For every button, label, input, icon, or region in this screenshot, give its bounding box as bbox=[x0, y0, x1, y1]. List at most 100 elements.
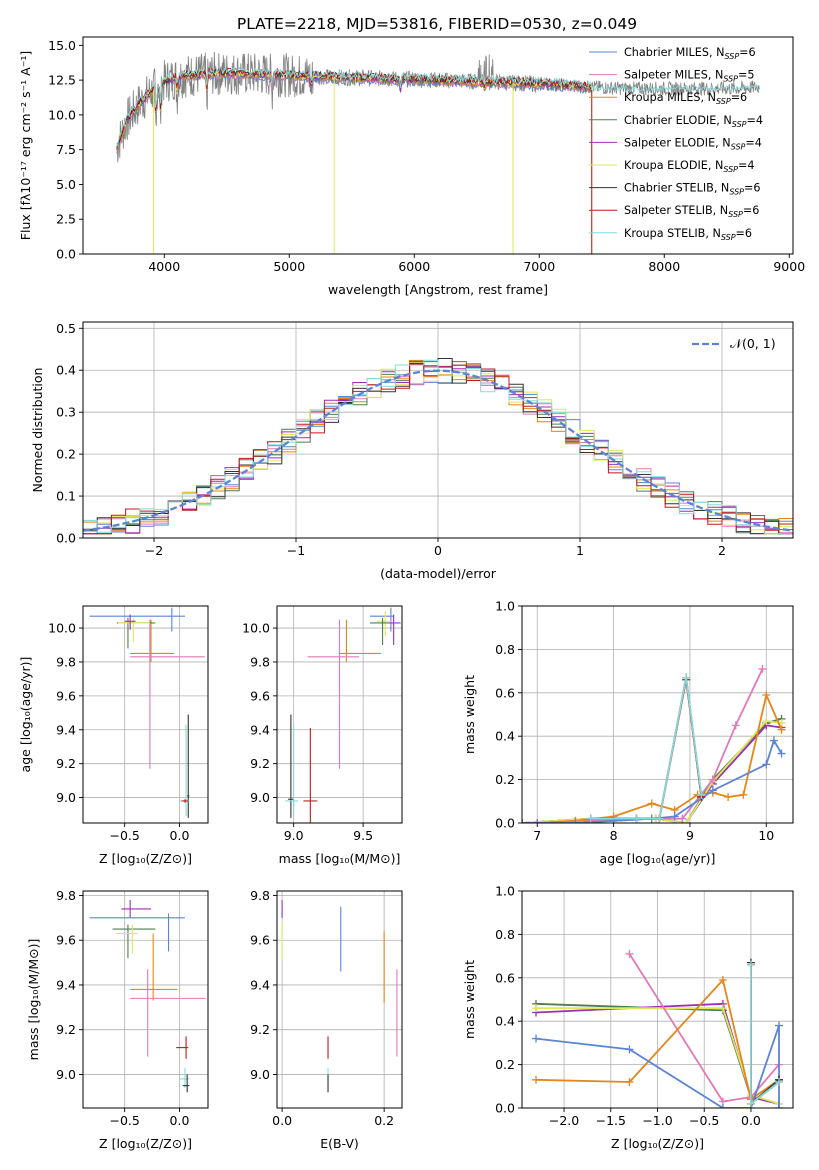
marker-salpeter_miles bbox=[625, 949, 634, 958]
marker-chabrier_miles bbox=[533, 819, 542, 823]
series-kroupa_miles bbox=[522, 690, 786, 823]
y-tick-label: 9.4 bbox=[250, 722, 270, 737]
y-tick-label: 9.4 bbox=[56, 722, 76, 737]
x-tick-label: −0.5 bbox=[109, 828, 139, 843]
legend-label-chabrier_stelib: Chabrier STELIB, NSSP=6 bbox=[624, 182, 761, 197]
x-tick-label: 9000 bbox=[773, 259, 805, 274]
figure-title: PLATE=2218, MJD=53816, FIBERID=0530, z=0… bbox=[237, 15, 637, 33]
x-tick-label: 4000 bbox=[148, 259, 180, 274]
errorbar-salpeter_elodie bbox=[388, 614, 401, 645]
y-tick-label: 2.5 bbox=[56, 212, 76, 227]
marker-kroupa_stelib bbox=[682, 673, 691, 682]
series-salpeter_miles bbox=[522, 664, 767, 823]
x-tick-label: 9.0 bbox=[284, 828, 304, 843]
errorbar-salpeter_miles bbox=[130, 619, 205, 769]
panel-z_weight: −2.0 −1.5 −1.0 −0.5 0.0 0.0 0.2 0.4 0.6 0.8 1.0 Z [… bbox=[462, 884, 794, 1151]
x-tick-label: 9 bbox=[686, 828, 694, 843]
normal-curve bbox=[83, 369, 793, 532]
x-tick-label: 0.0 bbox=[170, 1113, 190, 1128]
axes-frame bbox=[276, 605, 403, 824]
x-tick-label: 8 bbox=[610, 828, 618, 843]
y-tick-label: 0.4 bbox=[56, 363, 76, 378]
marker-kroupa_miles bbox=[625, 1077, 634, 1086]
legend-label-chabrier_elodie: Chabrier ELODIE, NSSP=4 bbox=[624, 114, 763, 129]
marker-kroupa_stelib bbox=[655, 814, 664, 823]
errorbar-kroupa_miles bbox=[130, 619, 175, 662]
marker-kroupa_stelib bbox=[586, 814, 595, 823]
marker-kroupa_elodie bbox=[532, 1004, 541, 1013]
plot-area-age_weight bbox=[522, 664, 786, 823]
marker-chabrier_miles bbox=[532, 1034, 541, 1043]
y-tick-label: 9.2 bbox=[56, 756, 76, 771]
errorbar-salpeter_elodie bbox=[124, 614, 136, 630]
axes-frame bbox=[521, 605, 794, 824]
x-axis-label: mass [log₁₀(M/M⊙)] bbox=[279, 851, 401, 866]
errorbar-chabrier_miles bbox=[370, 607, 394, 632]
x-tick-label: 0 bbox=[434, 543, 442, 558]
series-line-salpeter_elodie bbox=[522, 724, 782, 823]
y-tick-label: 0.6 bbox=[495, 685, 515, 700]
marker-chabrier_miles bbox=[774, 1104, 783, 1108]
legend-label-salpeter_stelib: Salpeter STELIB, NSSP=6 bbox=[624, 204, 759, 219]
x-tick-label: 0.0 bbox=[741, 1113, 761, 1128]
y-tick-label: 0.0 bbox=[495, 816, 515, 831]
x-tick-label: −2.0 bbox=[549, 1113, 579, 1128]
panel-mass_age: 9.0 9.5 9.0 9.2 9.4 9.6 9.8 10.0 mass [log₁₀(M/M… bbox=[242, 605, 403, 866]
marker-kroupa_stelib bbox=[774, 1077, 783, 1086]
errorbar-chabrier_elodie bbox=[112, 924, 156, 959]
x-tick-label: 5000 bbox=[273, 259, 305, 274]
marker-kroupa_miles bbox=[724, 792, 733, 801]
marker-kroupa_elodie bbox=[718, 1004, 727, 1013]
errorbar-kroupa_elodie bbox=[377, 611, 391, 637]
y-tick-label: 0.3 bbox=[56, 405, 76, 420]
y-axis-label: Normed distribution bbox=[30, 368, 45, 493]
y-tick-label: 0.0 bbox=[56, 531, 76, 546]
series-line-salpeter_miles bbox=[522, 668, 764, 823]
y-tick-label: 0.0 bbox=[56, 247, 76, 262]
y-tick-label: 9.6 bbox=[250, 688, 270, 703]
plot-area-ebv_mass bbox=[281, 899, 398, 1093]
marker-chabrier_miles bbox=[571, 819, 580, 823]
spectrum-model-kroupa_stelib bbox=[116, 66, 593, 147]
errorbar-kroupa_stelib bbox=[179, 1067, 190, 1088]
y-tick-label: 9.2 bbox=[250, 756, 270, 771]
legend-label-normal: 𝒩(0, 1) bbox=[730, 336, 776, 351]
marker-salpeter_miles bbox=[731, 721, 740, 730]
marker-chabrier_miles bbox=[762, 760, 771, 769]
spectrum-model-kroupa-stelib-tail bbox=[591, 83, 760, 93]
x-tick-label: −0.5 bbox=[109, 1113, 139, 1128]
plot-area-hist bbox=[83, 358, 793, 538]
y-tick-label: 9.6 bbox=[56, 933, 76, 948]
y-tick-label: 0.2 bbox=[495, 1057, 515, 1072]
y-tick-label: 9.8 bbox=[250, 888, 270, 903]
y-tick-label: 0.2 bbox=[56, 447, 76, 462]
axes-frame bbox=[82, 605, 209, 824]
y-axis-label: age [log₁₀(age/yr)] bbox=[18, 657, 33, 773]
y-tick-label: 9.0 bbox=[56, 790, 76, 805]
x-tick-label: 6000 bbox=[398, 259, 430, 274]
errorbar-salpeter_stelib bbox=[176, 1036, 189, 1059]
series-kroupa_stelib bbox=[586, 673, 706, 823]
y-tick-label: 9.4 bbox=[56, 977, 76, 992]
y-tick-label: 0.4 bbox=[495, 1014, 515, 1029]
series-line-kroupa_stelib bbox=[590, 677, 703, 820]
x-tick-label: −1 bbox=[287, 543, 305, 558]
series-line-kroupa_miles bbox=[522, 692, 783, 823]
x-axis-label: (data-model)/error bbox=[380, 566, 497, 581]
series-line-chabrier_stelib bbox=[590, 677, 703, 820]
marker-salpeter_miles bbox=[758, 664, 767, 673]
y-tick-label: 7.5 bbox=[56, 142, 76, 157]
series-chabrier_miles bbox=[522, 736, 786, 823]
marker-kroupa_elodie bbox=[682, 819, 691, 823]
hist-step-kroupa_stelib bbox=[83, 359, 793, 538]
x-tick-label: −1.5 bbox=[596, 1113, 626, 1128]
y-tick-label: 9.2 bbox=[250, 1022, 270, 1037]
x-tick-label: 2 bbox=[718, 543, 726, 558]
series-kroupa_elodie bbox=[522, 717, 786, 823]
y-tick-label: 9.0 bbox=[56, 1067, 76, 1082]
legend-label-salpeter_miles: Salpeter MILES, NSSP=5 bbox=[624, 69, 755, 84]
x-tick-label: 0.0 bbox=[272, 1113, 292, 1128]
y-tick-label: 10.0 bbox=[48, 107, 76, 122]
y-tick-label: 10.0 bbox=[242, 621, 270, 636]
